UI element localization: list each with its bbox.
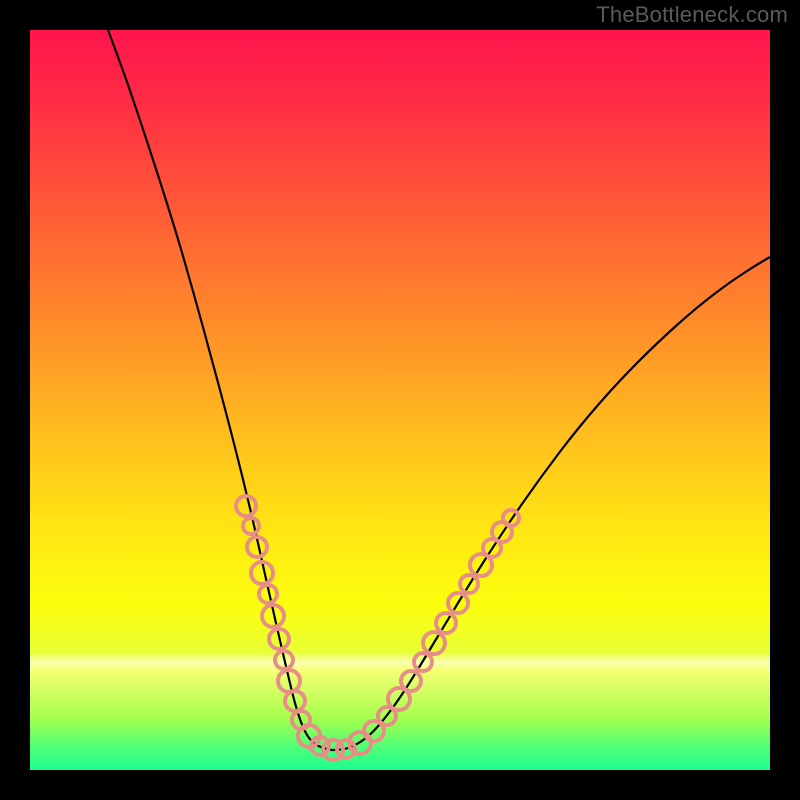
gradient-background — [30, 30, 770, 770]
chart-svg — [30, 30, 770, 770]
watermark-text: TheBottleneck.com — [596, 2, 788, 28]
chart-plot — [30, 30, 770, 770]
